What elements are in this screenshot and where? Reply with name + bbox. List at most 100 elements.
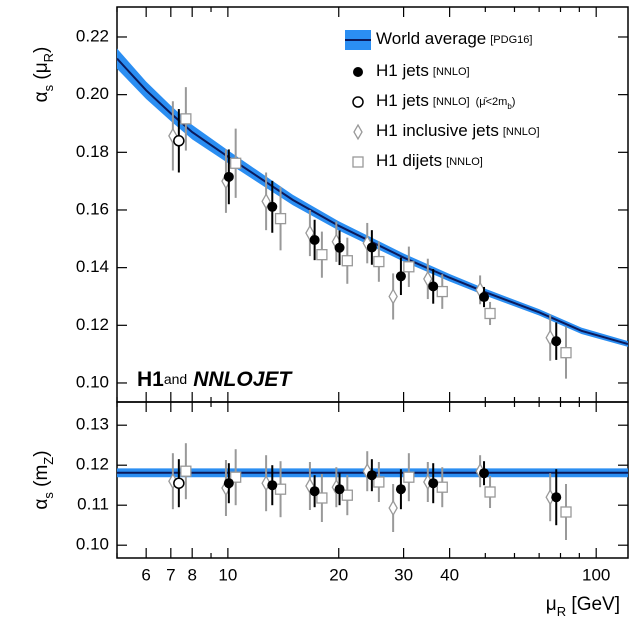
text-part: [NNLO] bbox=[433, 66, 470, 78]
data-point bbox=[403, 261, 415, 273]
x-tick-label: 10 bbox=[218, 565, 237, 584]
data-point bbox=[366, 470, 377, 481]
data-point bbox=[373, 476, 385, 488]
x-tick-label: 6 bbox=[141, 565, 150, 584]
text-part: μ bbox=[546, 594, 557, 615]
text-part: R bbox=[41, 53, 56, 62]
text-part: ) bbox=[31, 47, 52, 53]
legend-label: H1 inclusive jets [NNLO] bbox=[376, 121, 540, 140]
text-part: Z bbox=[41, 457, 56, 465]
y-axis-label: αs (mZ) bbox=[31, 450, 56, 509]
x-tick-label: 7 bbox=[166, 565, 175, 584]
data-point bbox=[267, 201, 278, 212]
data-point bbox=[484, 486, 496, 498]
data-point bbox=[334, 484, 345, 495]
legend-label: World average [PDG16] bbox=[376, 29, 532, 48]
data-point bbox=[180, 465, 192, 477]
data-point bbox=[373, 255, 385, 268]
data-point bbox=[173, 477, 185, 489]
text-part: [GeV] bbox=[566, 594, 620, 615]
text-part: NNLOJET bbox=[193, 368, 293, 391]
legend-label: H1 jets [NNLO] (μ̄<2mb) bbox=[376, 91, 515, 110]
data-point bbox=[353, 123, 363, 141]
y-tick-label: 0.10 bbox=[76, 535, 109, 554]
data-point bbox=[551, 492, 562, 503]
y-tick-label: 0.22 bbox=[76, 26, 109, 45]
y-tick-label: 0.10 bbox=[76, 372, 109, 391]
data-point bbox=[316, 249, 328, 261]
data-point bbox=[403, 471, 415, 483]
y-tick-label: 0.18 bbox=[76, 142, 109, 161]
y-tick-label: 0.14 bbox=[76, 257, 109, 276]
text-part: (μ bbox=[31, 62, 52, 85]
data-point bbox=[267, 480, 278, 491]
data-point bbox=[352, 96, 364, 108]
data-point bbox=[223, 171, 234, 182]
panel-frame bbox=[116, 401, 629, 559]
text-part: [NNLO] bbox=[433, 96, 470, 108]
text-part: [PDG16] bbox=[490, 34, 532, 46]
data-point bbox=[334, 242, 345, 253]
text-part: [NNLO] bbox=[446, 156, 483, 168]
data-point bbox=[436, 285, 448, 298]
text-part: H1 dijets bbox=[376, 151, 442, 170]
data-point bbox=[436, 481, 448, 493]
text-part: H1 bbox=[137, 368, 164, 391]
text-part: [NNLO] bbox=[503, 126, 540, 138]
data-point bbox=[428, 478, 439, 489]
data-point bbox=[388, 288, 398, 305]
text-part: s bbox=[41, 492, 56, 499]
y-tick-label: 0.12 bbox=[76, 455, 109, 474]
data-point bbox=[479, 468, 490, 479]
annotation: H1and NNLOJET bbox=[137, 368, 293, 391]
data-point bbox=[316, 492, 328, 504]
text-part: World average bbox=[376, 29, 486, 48]
data-point bbox=[274, 212, 287, 225]
y-tick-label: 0.12 bbox=[76, 315, 109, 334]
text-part: and bbox=[164, 371, 187, 387]
data-point bbox=[560, 506, 572, 518]
text-part: b bbox=[507, 102, 512, 111]
text-part: (μ̄<2m bbox=[476, 96, 508, 108]
data-point bbox=[484, 307, 496, 320]
text-part: ) bbox=[31, 450, 52, 456]
legend-label: H1 dijets [NNLO] bbox=[376, 151, 483, 170]
x-tick-label: 30 bbox=[394, 565, 413, 584]
data-point bbox=[341, 255, 353, 267]
text-part: H1 jets bbox=[376, 91, 429, 110]
text-part: α bbox=[31, 499, 52, 510]
data-point bbox=[479, 292, 490, 303]
x-tick-label: 20 bbox=[329, 565, 348, 584]
data-point bbox=[173, 135, 185, 147]
x-axis-label: μR [GeV] bbox=[546, 594, 620, 619]
data-point bbox=[395, 484, 406, 495]
text-part: H1 inclusive jets bbox=[376, 121, 499, 140]
text-part: ) bbox=[512, 96, 516, 108]
x-tick-label: 100 bbox=[582, 565, 610, 584]
text-part: (m bbox=[31, 465, 52, 492]
data-point bbox=[560, 347, 572, 359]
data-point bbox=[341, 489, 353, 501]
data-point bbox=[366, 242, 377, 253]
data-point bbox=[353, 67, 363, 77]
band-line bbox=[116, 57, 629, 346]
y-tick-label: 0.13 bbox=[76, 415, 109, 434]
x-tick-label: 8 bbox=[187, 565, 196, 584]
x-tick-label: 40 bbox=[440, 565, 459, 584]
text-part: s bbox=[41, 84, 56, 91]
data-point bbox=[223, 478, 234, 489]
text-part: R bbox=[557, 604, 566, 619]
data-point bbox=[395, 271, 406, 282]
data-point bbox=[309, 486, 320, 497]
data-point bbox=[274, 483, 287, 495]
data-point bbox=[230, 157, 242, 169]
legend-label: H1 jets [NNLO] bbox=[376, 61, 470, 80]
data-point bbox=[309, 234, 320, 245]
y-tick-label: 0.11 bbox=[77, 495, 109, 514]
y-tick-label: 0.20 bbox=[76, 84, 109, 103]
data-point bbox=[551, 336, 562, 347]
band bbox=[117, 48, 628, 347]
data-point bbox=[352, 156, 364, 168]
